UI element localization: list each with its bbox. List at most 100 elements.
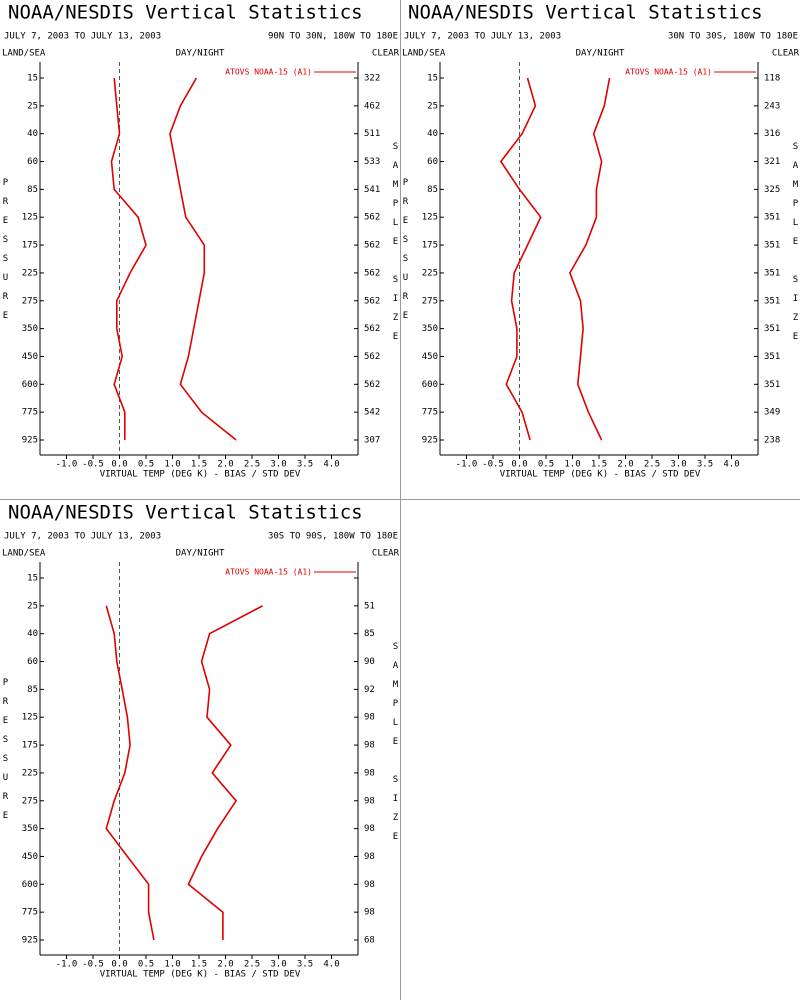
y-tick-label: 40 (427, 129, 438, 139)
subtitle: JULY 7, 2003 TO JULY 13, 2003 (4, 32, 161, 42)
x-tick-label: 3.5 (297, 460, 313, 470)
center-label: DAY/NIGHT (176, 549, 225, 559)
sample-size: 243 (764, 101, 780, 111)
chart-title: NOAA/NESDIS Vertical Statistics (8, 502, 363, 524)
y-tick-label: 275 (422, 296, 438, 306)
subtitle: JULY 7, 2003 TO JULY 13, 2003 (4, 532, 161, 542)
y-tick-label: 25 (27, 101, 38, 111)
x-tick-label: 1.5 (591, 460, 607, 470)
y-tick-label: 85 (427, 185, 438, 195)
legend-label: ATOVS NOAA-15 (A1) (625, 68, 712, 77)
y-tick-label: 775 (422, 408, 438, 418)
y-tick-label: 350 (422, 324, 438, 334)
y-tick-label: 40 (27, 129, 38, 139)
x-tick-label: 4.0 (323, 460, 339, 470)
y-tick-label: 775 (22, 408, 38, 418)
x-tick-label: 1.0 (164, 460, 180, 470)
y-tick-label: 450 (22, 852, 38, 862)
y-tick-label: 125 (22, 713, 38, 723)
y-tick-label: 175 (22, 241, 38, 251)
y-tick-label: 15 (427, 74, 438, 84)
y-tick-label: 925 (422, 436, 438, 446)
y-tick-label: 60 (427, 157, 438, 167)
sample-size: 562 (364, 213, 380, 223)
x-tick-label: 2.5 (244, 460, 260, 470)
x-tick-label: -0.5 (82, 960, 104, 970)
x-tick-label: 0.0 (111, 460, 127, 470)
chart-title: NOAA/NESDIS Vertical Statistics (408, 2, 763, 24)
x-axis-label: VIRTUAL TEMP (DEG K) - BIAS / STD DEV (100, 470, 301, 480)
x-tick-label: -1.0 (56, 960, 78, 970)
y-tick-label: 450 (22, 352, 38, 362)
legend-label: ATOVS NOAA-15 (A1) (225, 68, 312, 77)
y-tick-label: 40 (27, 629, 38, 639)
x-tick-label: -1.0 (456, 460, 478, 470)
x-axis-label: VIRTUAL TEMP (DEG K) - BIAS / STD DEV (100, 970, 301, 980)
sample-size: 322 (364, 74, 380, 84)
x-tick-label: 1.5 (191, 960, 207, 970)
sample-size: 562 (364, 241, 380, 251)
x-tick-label: 2.0 (217, 960, 233, 970)
x-tick-label: 3.5 (297, 960, 313, 970)
sample-size: 349 (764, 408, 780, 418)
y-tick-label: 775 (22, 908, 38, 918)
left-label: LAND/SEA (2, 49, 46, 59)
y-tick-label: 60 (27, 657, 38, 667)
y-tick-label: 15 (27, 574, 38, 584)
y-axis-label: PRESSURE (401, 178, 411, 330)
region: 30N TO 30S, 180W TO 180E (668, 32, 798, 42)
region: 90N TO 30N, 180W TO 180E (268, 32, 398, 42)
sample-size: 68 (364, 936, 375, 946)
sample-size: 351 (764, 213, 780, 223)
x-tick-label: -1.0 (56, 460, 78, 470)
y-tick-label: 175 (22, 741, 38, 751)
x-tick-label: 0.5 (138, 460, 154, 470)
sample-size: 316 (764, 129, 780, 139)
x-tick-label: -0.5 (482, 460, 504, 470)
y-tick-label: 350 (22, 824, 38, 834)
y-tick-label: 275 (22, 296, 38, 306)
profile-line (169, 77, 237, 441)
region: 30S TO 90S, 180W TO 180E (268, 532, 398, 542)
y-tick-label: 175 (422, 241, 438, 251)
center-label: DAY/NIGHT (176, 49, 225, 59)
y-axis-label: PRESSURE (1, 178, 11, 330)
x-tick-label: 3.0 (270, 960, 286, 970)
sample-size: 351 (764, 380, 780, 390)
sample-size: 511 (364, 129, 380, 139)
sample-size: 307 (364, 436, 380, 446)
y-tick-label: 350 (22, 324, 38, 334)
chart-title: NOAA/NESDIS Vertical Statistics (8, 2, 363, 24)
x-tick-label: 3.0 (670, 460, 686, 470)
sample-size: 92 (364, 685, 375, 695)
y-tick-label: 450 (422, 352, 438, 362)
subtitle: JULY 7, 2003 TO JULY 13, 2003 (404, 32, 561, 42)
y-tick-label: 600 (22, 380, 38, 390)
y2-axis-label: SAMPLE SIZE (391, 142, 401, 351)
y2-axis-label: SAMPLE SIZE (391, 642, 401, 851)
sample-size: 562 (364, 324, 380, 334)
x-tick-label: 3.0 (270, 460, 286, 470)
sample-size: 562 (364, 380, 380, 390)
x-axis-label: VIRTUAL TEMP (DEG K) - BIAS / STD DEV (500, 470, 701, 480)
profile-line (105, 605, 155, 941)
sample-size: 51 (364, 601, 375, 611)
profile-line (499, 77, 542, 441)
sample-size: 542 (364, 408, 380, 418)
legend-label: ATOVS NOAA-15 (A1) (225, 568, 312, 577)
y-tick-label: 600 (422, 380, 438, 390)
sample-size: 238 (764, 436, 780, 446)
sample-size: 533 (364, 157, 380, 167)
sample-size: 90 (364, 657, 375, 667)
x-tick-label: -0.5 (82, 460, 104, 470)
x-tick-label: 2.0 (217, 460, 233, 470)
y-tick-label: 85 (27, 185, 38, 195)
sample-size: 85 (364, 629, 375, 639)
sample-size: 351 (764, 241, 780, 251)
x-tick-label: 0.0 (111, 960, 127, 970)
sample-size: 562 (364, 268, 380, 278)
sample-size: 98 (364, 713, 375, 723)
x-tick-label: 1.0 (164, 960, 180, 970)
right-label: CLEAR (772, 49, 800, 59)
